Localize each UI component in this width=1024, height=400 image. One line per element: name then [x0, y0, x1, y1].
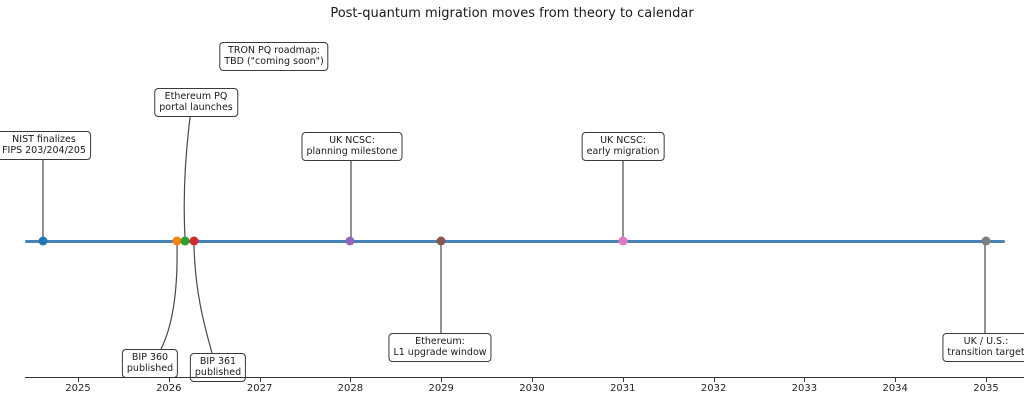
event-label-line: transition target	[947, 347, 1024, 359]
event-dot-uk-planning	[345, 236, 355, 246]
x-tick-2035	[986, 378, 987, 382]
event-dot-eth-l1	[436, 236, 446, 246]
event-dot-nist	[38, 236, 48, 246]
event-dot-uk-us	[981, 236, 991, 246]
event-label-line: early migration	[586, 146, 660, 158]
x-tick-label-2029: 2029	[428, 383, 454, 394]
event-leader-eth-portal	[183, 109, 192, 239]
x-tick-label-2025: 2025	[65, 383, 91, 394]
x-tick-2032	[713, 378, 715, 382]
event-label-line: UK NCSC:	[600, 135, 646, 146]
x-tick-label-2028: 2028	[337, 383, 364, 394]
event-label-line: NIST finalizes	[12, 134, 76, 145]
event-label-uk-early: UK NCSC: early migration	[581, 132, 665, 161]
x-tick-2029	[441, 378, 443, 382]
x-tick-label-2032: 2032	[700, 383, 727, 394]
event-label-line: FIPS 203/204/205	[2, 145, 86, 157]
timeline-line	[25, 240, 1005, 243]
event-dot-uk-early	[618, 236, 628, 246]
x-tick-label-2026: 2026	[156, 383, 182, 394]
event-label-tron: TRON PQ roadmap: TBD ("coming soon")	[219, 42, 329, 71]
x-tick-2030	[532, 378, 533, 382]
event-label-line: BIP 360	[131, 352, 169, 363]
event-label-nist: NIST finalizes FIPS 203/204/205	[0, 131, 91, 160]
event-label-line: UK NCSC:	[329, 135, 375, 146]
x-axis-spine	[25, 377, 1024, 378]
x-tick-2028	[350, 378, 352, 382]
x-tick-label-2031: 2031	[610, 383, 636, 394]
x-tick-2026	[168, 378, 170, 382]
event-dot-eth-portal	[180, 236, 190, 246]
event-label-line: portal launches	[159, 102, 233, 114]
event-label-line: TRON PQ roadmap:	[228, 45, 320, 56]
x-tick-2034	[895, 378, 897, 382]
x-tick-2031	[622, 378, 624, 382]
event-label-eth-portal: Ethereum PQ portal launches	[154, 88, 238, 117]
x-tick-label-2035: 2035	[973, 383, 999, 394]
x-tick-label-2030: 2030	[519, 383, 545, 394]
event-label-line: Ethereum PQ	[164, 91, 228, 102]
event-dot-bip360	[172, 236, 182, 246]
event-leader-bip361	[193, 244, 213, 354]
event-label-line: BIP 361	[199, 356, 237, 367]
event-label-line: published	[194, 367, 242, 379]
event-dot-bip361	[189, 236, 199, 246]
event-label-line: planning milestone	[306, 146, 398, 158]
x-tick-2027	[259, 378, 261, 382]
x-tick-2033	[804, 378, 806, 382]
x-tick-label-2033: 2033	[791, 383, 818, 394]
x-tick-label-2027: 2027	[246, 383, 273, 394]
event-label-line: Ethereum:	[415, 336, 465, 347]
event-leader-bip360	[160, 244, 178, 350]
event-label-line: TBD ("coming soon")	[224, 56, 324, 68]
event-label-uk-planning: UK NCSC: planning milestone	[301, 132, 403, 161]
event-label-line: L1 upgrade window	[393, 347, 487, 359]
event-label-bip360: BIP 360 published	[121, 349, 179, 378]
x-tick-label-2034: 2034	[882, 383, 908, 394]
event-label-line: UK / U.S.:	[963, 336, 1009, 347]
event-label-line: published	[126, 363, 174, 375]
chart-title: Post-quantum migration moves from theory…	[330, 6, 694, 21]
x-tick-2025	[78, 378, 79, 382]
event-label-eth-l1: Ethereum: L1 upgrade window	[388, 333, 492, 362]
event-label-bip361: BIP 361 published	[189, 353, 247, 382]
event-label-uk-us: UK / U.S.: transition target	[942, 333, 1024, 362]
